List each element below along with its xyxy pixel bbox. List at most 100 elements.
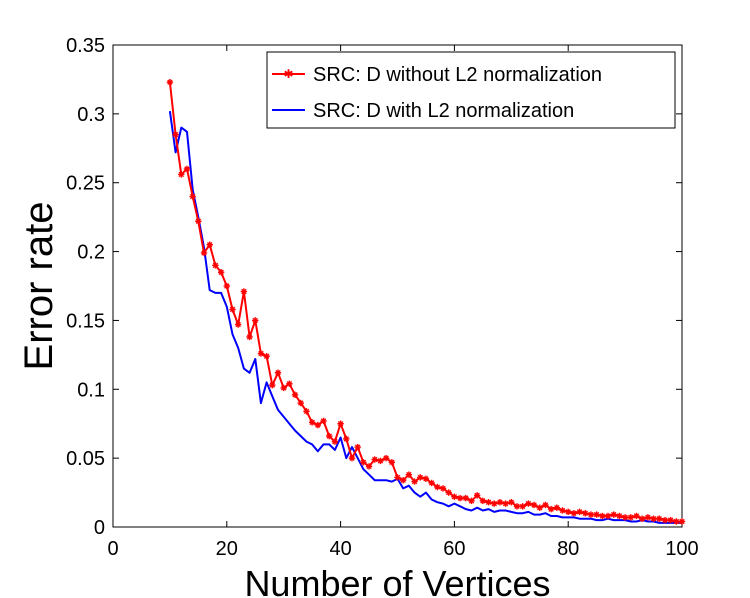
y-tick-label: 0 [94,517,105,539]
data-point-star-marker [439,485,447,492]
data-point-star-marker [377,457,384,465]
data-point-star-marker [371,456,378,463]
data-point-star-marker [513,503,521,510]
data-point-star-marker [195,218,202,225]
data-point-star-marker [320,417,327,425]
x-tick-label: 60 [443,538,465,560]
data-point-star-marker [200,249,208,257]
y-tick-label: 0.35 [66,35,105,57]
data-point-star-marker [456,494,464,502]
x-tick-label: 20 [216,538,238,560]
data-point-star-marker [348,454,356,462]
data-point-star-marker [280,384,287,392]
data-point-star-marker [661,516,669,524]
data-point-star-marker [644,514,652,521]
data-point-star-marker [508,499,515,506]
legend-entry-with-l2: SRC: D with L2 normalization [313,100,574,122]
data-point-star-marker [599,512,606,520]
data-point-star-marker [326,432,333,440]
data-point-star-marker [428,479,435,487]
data-point-star-marker [462,494,469,502]
data-point-star-marker [360,459,367,466]
data-point-star-marker [286,380,293,387]
data-point-star-marker [587,511,595,518]
y-tick-label: 0.05 [66,448,105,470]
data-point-star-marker [650,515,657,522]
data-point-star-marker [445,489,452,496]
legend: ✱ SRC: D without L2 normalization SRC: D… [266,51,676,129]
y-tick-label: 0.25 [66,173,105,195]
data-point-star-marker [604,512,612,520]
data-point-star-marker [178,171,185,178]
data-point-star-marker [240,288,248,295]
data-point-star-marker [223,282,230,290]
data-point-star-marker [667,516,674,524]
x-tick-label: 40 [329,538,351,560]
data-point-star-marker [621,514,629,521]
data-point-star-marker [189,193,196,200]
data-point-star-marker [530,501,538,509]
data-point-star-marker [610,511,617,518]
data-point-star-marker [593,511,600,518]
data-point-star-marker [263,353,270,360]
data-point-star-marker [388,459,396,466]
data-point-star-marker [206,241,213,248]
y-tick-label: 0.1 [77,379,105,401]
data-point-star-marker [434,483,441,491]
data-point-star-marker [565,508,572,516]
data-point-star-marker [479,497,487,505]
data-point-star-marker [638,515,646,522]
data-point-star-marker [570,510,578,517]
y-tick-label: 0.3 [77,104,105,126]
data-point-star-marker [536,504,543,511]
data-point-star-marker [252,317,259,324]
data-point-star-marker [291,391,299,398]
data-point-star-marker [559,507,566,514]
data-point-star-marker [172,131,179,138]
data-point-star-marker [451,493,458,500]
y-axis-label: Error rate [17,202,61,371]
data-point-star-marker [354,443,361,451]
data-point-star-marker [246,333,253,341]
data-point-star-marker [314,421,322,429]
data-point-star-marker [473,492,481,499]
data-point-star-marker [422,475,430,482]
data-point-star-marker [576,508,583,516]
axis-ticks: 0 20 40 60 80 100 0 0.05 0.1 0.15 0.2 0.25 0.3 0.35 [66,35,699,560]
data-point-star-marker [616,512,623,520]
data-point-star-marker [656,515,663,522]
data-point-star-marker [331,438,339,445]
data-point-star-marker [627,514,634,521]
data-point-star-marker [678,518,686,525]
data-point-star-marker [217,269,225,276]
legend-entry-without-l2: SRC: D without L2 normalization [313,64,602,86]
data-point-star-marker [485,499,492,506]
data-point-star-marker [257,350,265,357]
data-point-star-marker [553,504,561,511]
data-point-star-marker [468,497,475,505]
data-point-star-marker [496,499,504,506]
data-point-star-marker [365,463,373,470]
data-point-star-marker [343,435,350,443]
data-point-star-marker [417,474,424,481]
data-point-star-marker [633,512,640,520]
x-axis-label: Number of Vertices [244,563,550,598]
data-point-star-marker [234,321,242,328]
y-tick-label: 0.2 [77,242,105,264]
data-point-star-marker [502,500,509,507]
data-point-star-marker [519,503,526,510]
data-point-star-marker [297,399,304,407]
data-point-star-marker [337,420,344,427]
x-tick-label: 80 [557,538,579,560]
legend-box [266,51,676,129]
data-point-star-marker [405,471,413,478]
data-point-star-marker [547,505,555,513]
data-point-star-marker [212,262,219,269]
data-point-star-marker [308,419,316,426]
x-tick-label: 100 [665,538,698,560]
data-point-star-marker [166,78,174,86]
x-tick-label: 0 [107,538,118,560]
data-point-star-marker [394,474,401,481]
series-line-with-l2 [168,110,682,524]
